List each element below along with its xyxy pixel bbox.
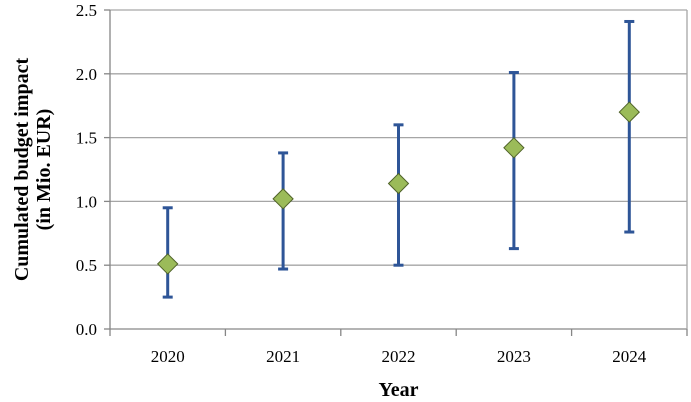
x-tick-label: 2020: [151, 347, 185, 366]
y-tick-labels: 0.0 0.5 1.0 1.5 2.0 2.5: [76, 1, 97, 339]
y-tick-label: 2.0: [76, 65, 97, 84]
x-tick-labels: 2020 2021 2022 2023 2024: [151, 347, 647, 366]
y-tick-label: 0.0: [76, 320, 97, 339]
x-tick-label: 2022: [382, 347, 416, 366]
y-axis-title-line-2: (in Mio. EUR): [33, 109, 55, 231]
y-tick-label: 2.5: [76, 1, 97, 20]
data-point-diamond: [503, 137, 525, 159]
y-axis-title: Cumulated budget impact (in Mio. EUR): [11, 57, 55, 281]
axes: [104, 9, 688, 336]
data-point-diamond: [156, 253, 179, 275]
y-tick-label: 0.5: [76, 256, 97, 275]
x-tick-label: 2023: [497, 347, 531, 366]
x-tick-label: 2021: [266, 347, 300, 366]
y-tick-label: 1.0: [76, 192, 97, 211]
data-point-diamond: [272, 188, 294, 210]
x-tick-label: 2024: [612, 347, 647, 366]
data-point-diamond: [387, 172, 410, 195]
data-markers: [156, 101, 641, 275]
x-axis-title: Year: [379, 379, 419, 401]
error-bars: [162, 19, 635, 299]
y-tick-label: 1.5: [76, 129, 97, 148]
data-point-diamond: [618, 101, 641, 123]
y-axis-title-line-1: Cumulated budget impact: [11, 57, 33, 281]
